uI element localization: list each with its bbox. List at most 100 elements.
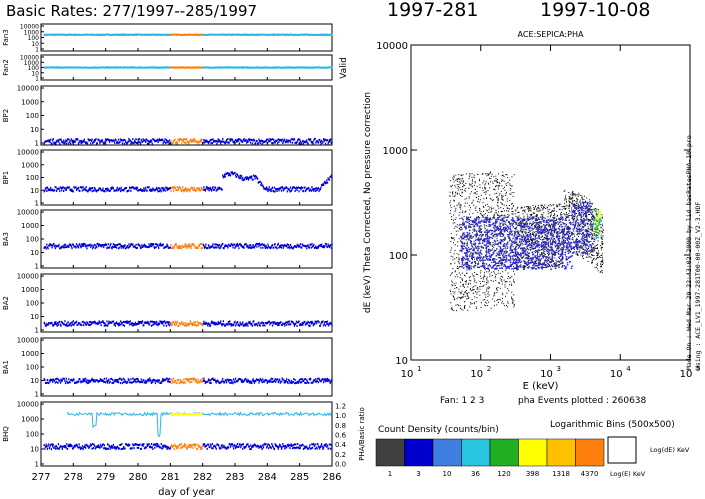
legend-swatch [461,438,491,467]
valid-label: Valid [339,57,349,79]
y-tick-label: 10 [30,249,39,257]
y-tick-label: 100 [26,112,39,120]
hot-point [598,221,601,224]
x-tick-label: 282 [193,472,212,483]
ratio-tick-label: 0.8 [335,422,346,430]
hot-point [597,227,599,230]
hot-point [599,211,601,214]
hot-point [596,225,599,228]
y-tick-label: 1000 [21,98,39,106]
y-tick-label: 10 [395,356,408,367]
y-tick-label: 1 [35,391,39,399]
y-tick-label: 10000 [17,401,39,409]
hot-point [596,222,599,225]
y-tick-label: 10000 [17,337,39,345]
x-tick-label: 281 [161,472,180,483]
hot-point [594,230,597,233]
y-tick-label: 10000 [376,41,408,52]
hot-point [594,225,597,228]
y-tick-label: 1 [35,140,39,148]
panel-label: BP1 [2,171,10,184]
panel-label: BA1 [2,360,10,374]
y-tick-label: 1 [35,47,39,54]
rate-series-highlight [170,242,204,250]
legend-swatch-label: 1318 [552,470,570,478]
x-tick-exp: 4 [626,365,631,373]
y-tick-label: 1000 [24,29,39,36]
y-tick-label: 10 [30,187,39,195]
legend-swatch-label: 36 [471,470,480,478]
x-tick-exp: 1 [417,365,421,373]
panel-bp1: BP1 10000 1000 100 10 1 [2,149,333,208]
rate-series [43,171,333,193]
hot-point [596,219,598,222]
hot-point [597,218,599,221]
hot-point [597,230,600,233]
hot-point [594,227,596,230]
x-tick-exp: 5 [696,365,700,373]
panel-label: BA3 [2,232,10,246]
hot-point [593,228,595,231]
y-tick-label: 100 [28,35,40,42]
x-tick-base: 10 [401,369,414,380]
y-tick-label: 1000 [21,222,39,230]
bins-title: Logarithmic Bins (500x500) [550,420,675,430]
y-tick-label: 10000 [17,149,39,157]
hot-point [598,210,600,213]
legend-swatch-label: 4370 [581,470,599,478]
hot-point [595,210,598,213]
panel-ba3: BA3 10000 1000 100 10 1 [2,209,333,271]
hot-point [598,220,600,223]
y-tick-label: 1000 [383,146,408,157]
x-tick-base: 10 [680,369,693,380]
panel-frame [40,149,333,206]
y-tick-label: 100 [28,65,40,72]
hot-point [598,229,601,232]
legend-swatch-label: 1 [388,470,392,478]
panel-frame [40,337,333,397]
hot-point [596,228,598,231]
y-tick-label: 10 [31,70,39,77]
y-tick-label: 100 [26,431,39,439]
date-label: 1997-10-08 [540,0,650,21]
hot-point [596,214,598,217]
hot-point [596,209,599,212]
y-tick-label: 10000 [17,85,39,93]
ratio-tick-label: 0.2 [335,451,346,459]
ratio-tick-label: 0.0 [335,461,346,469]
hot-point [595,226,598,229]
rate-series-highlight [170,66,204,69]
legend-swatch-label: 10 [443,470,452,478]
file-note: Using : ACE_LV1_1997-281T00-00-00Z_V2-3.… [694,202,702,370]
ratio-axis-title: PHA/Basic ratio [358,407,366,461]
scatter-title: ACE:SEPICA:PHA [518,30,584,39]
hot-point [600,214,602,217]
y-tick-label: 10000 [20,24,39,31]
density-points [449,171,604,312]
rate-series [43,320,333,327]
legend-swatch [432,438,462,467]
scatter-frame [410,44,691,361]
rate-series [43,137,333,145]
x-tick-exp: 2 [487,365,491,373]
y-tick-label: 1000 [21,286,39,294]
x-tick-label: 279 [96,472,115,483]
hot-point [595,218,598,221]
rate-series-highlight [170,137,204,145]
y-tick-label: 100 [26,236,39,244]
y-tick-label: 10000 [20,55,39,62]
legend-swatch-label: 120 [497,470,510,478]
hot-point [598,223,601,226]
hot-point [592,210,595,213]
hot-point [593,210,596,213]
panel-ba1: BA1 10000 1000 100 10 1 [2,337,333,399]
y-tick-label: 1 [35,76,39,83]
legend-swatch-label: 398 [526,470,539,478]
hot-point [595,236,597,239]
y-tick-label: 1000 [21,416,39,424]
made-on-note: Made On : Wed Mar 29 22:43:02 2000 by li… [685,135,693,370]
hot-point [593,233,595,236]
y-tick-label: 10 [31,41,39,48]
